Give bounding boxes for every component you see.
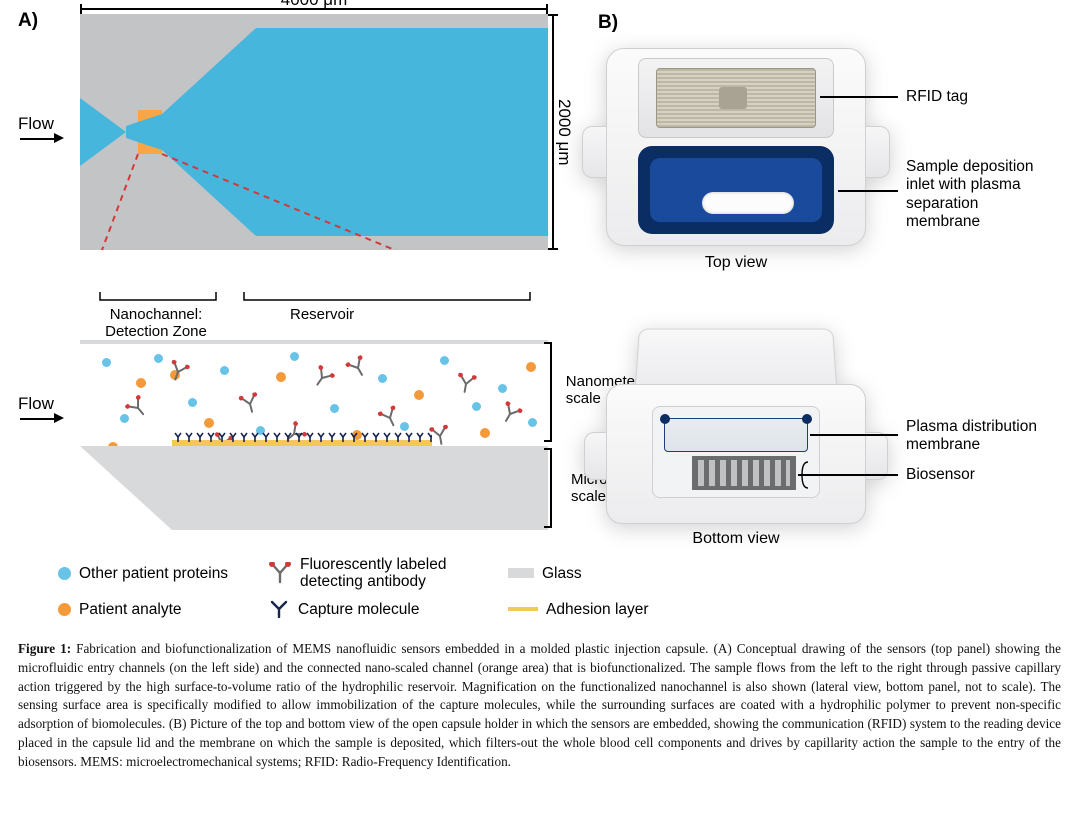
adhesion-swatch-icon	[508, 607, 538, 611]
antibody-particle	[308, 364, 336, 392]
nanochannel-label: Nanochannel: Detection Zone	[76, 306, 236, 341]
other-protein-particle	[120, 414, 129, 423]
other-protein-particle	[290, 352, 299, 361]
glass-swatch-icon	[508, 568, 534, 578]
analyte-icon	[58, 603, 71, 616]
antibody-particle	[344, 354, 371, 381]
particles-layer	[80, 344, 548, 444]
reservoir-svg	[80, 14, 548, 250]
capsule-bottom	[606, 320, 866, 526]
sample-inlet-ring	[638, 146, 834, 234]
other-protein-particle	[498, 384, 507, 393]
other-protein-particle	[472, 402, 481, 411]
rfid-tag	[656, 68, 816, 128]
bracket-nanochannel	[98, 290, 218, 304]
legend-capture: Capture molecule	[268, 600, 508, 618]
glass-slab	[80, 446, 548, 530]
dim-height-label: 2000 μm	[554, 14, 574, 250]
figure-container: A) Flow 4000 μm 2000 μm	[18, 10, 1061, 618]
antibody-particle	[454, 372, 477, 395]
capsule-top	[606, 48, 866, 246]
callout-inlet: Sample deposition inlet with plasma sepa…	[906, 158, 1034, 231]
legend-antibody: Fluorescently labeled detecting antibody	[268, 556, 508, 590]
panel-b-label: B)	[598, 12, 1050, 34]
callout-line-rfid	[820, 96, 898, 98]
callout-rfid: RFID tag	[906, 88, 968, 106]
analyte-particle	[480, 428, 490, 438]
figure-caption: Figure 1: Fabrication and biofunctionali…	[18, 640, 1061, 771]
legend-text: Patient analyte	[79, 601, 182, 618]
panel-a-label: A)	[18, 10, 38, 32]
analyte-particle	[204, 418, 214, 428]
legend-text: Fluorescently labeled detecting antibody	[300, 556, 508, 590]
top-diagram: 4000 μm 2000 μm	[80, 14, 548, 250]
callout-line-plasma	[810, 434, 898, 436]
flow-arrowhead-bottom	[54, 413, 64, 423]
antibody-particle	[165, 359, 191, 385]
bottom-view-label: Bottom view	[606, 530, 866, 548]
other-protein-particle	[528, 418, 537, 427]
slab-cutout	[80, 446, 172, 530]
other-protein-particle	[378, 374, 387, 383]
inlet-inner	[650, 158, 822, 222]
flow-arrowhead-top	[54, 133, 64, 143]
panel-a: A) Flow 4000 μm 2000 μm	[18, 10, 570, 618]
legend-text: Capture molecule	[298, 601, 419, 618]
biosensor-chip	[692, 456, 796, 490]
legend: Other patient proteins Fluorescently lab…	[58, 556, 570, 618]
analyte-particle	[136, 378, 146, 388]
caption-body: Fabrication and biofunctionalization of …	[18, 641, 1061, 768]
other-protein-particle	[440, 356, 449, 365]
callout-biosensor: Biosensor	[906, 466, 975, 484]
legend-text: Other patient proteins	[79, 565, 228, 582]
plasma-membrane	[664, 418, 808, 452]
nanometer-bracket	[542, 342, 552, 442]
inlet-slot	[702, 192, 794, 214]
panel-b: B) RFID tag Sample deposition inlet with…	[598, 10, 1050, 618]
other-protein-particle	[220, 366, 229, 375]
micrometer-bracket	[542, 448, 552, 528]
capsule-bottom-group: Plasma distribution membrane Biosensor B…	[606, 320, 1046, 548]
reservoir-label: Reservoir	[290, 306, 354, 323]
callout-plasma: Plasma distribution membrane	[906, 418, 1037, 455]
top-view-label: Top view	[606, 254, 866, 272]
other-protein-particle	[102, 358, 111, 367]
caption-lead: Figure 1:	[18, 641, 71, 656]
flow-label-bottom: Flow	[18, 394, 54, 414]
legend-text: Glass	[542, 565, 582, 582]
dim-width-bar	[80, 8, 548, 10]
other-protein-particle	[188, 398, 197, 407]
biosensor-stripes	[698, 460, 790, 486]
bracket-reservoir	[242, 290, 532, 304]
dim-height-bar	[552, 14, 554, 250]
flow-arrow-bottom	[20, 418, 54, 420]
capture-molecule-icon	[268, 600, 290, 618]
antibody-icon	[268, 562, 292, 584]
antibody-particle	[496, 400, 523, 427]
antibody-particle	[238, 392, 262, 416]
capsule-top-group: RFID tag Sample deposition inlet with pl…	[606, 48, 1046, 272]
analyte-particle	[526, 362, 536, 372]
callout-line-inlet	[838, 190, 898, 192]
flow-arrow-top	[20, 138, 54, 140]
legend-other-proteins: Other patient proteins	[58, 565, 268, 582]
bottom-diagram: Nanometer scale Micrometer scale	[80, 340, 548, 530]
other-protein-icon	[58, 567, 71, 580]
other-protein-particle	[330, 404, 339, 413]
analyte-particle	[276, 372, 286, 382]
flow-label-top: Flow	[18, 114, 54, 134]
analyte-particle	[414, 390, 424, 400]
legend-analyte: Patient analyte	[58, 601, 268, 618]
biosensor-brace	[798, 460, 816, 490]
capture-molecule-row	[172, 432, 432, 442]
other-protein-particle	[154, 354, 163, 363]
